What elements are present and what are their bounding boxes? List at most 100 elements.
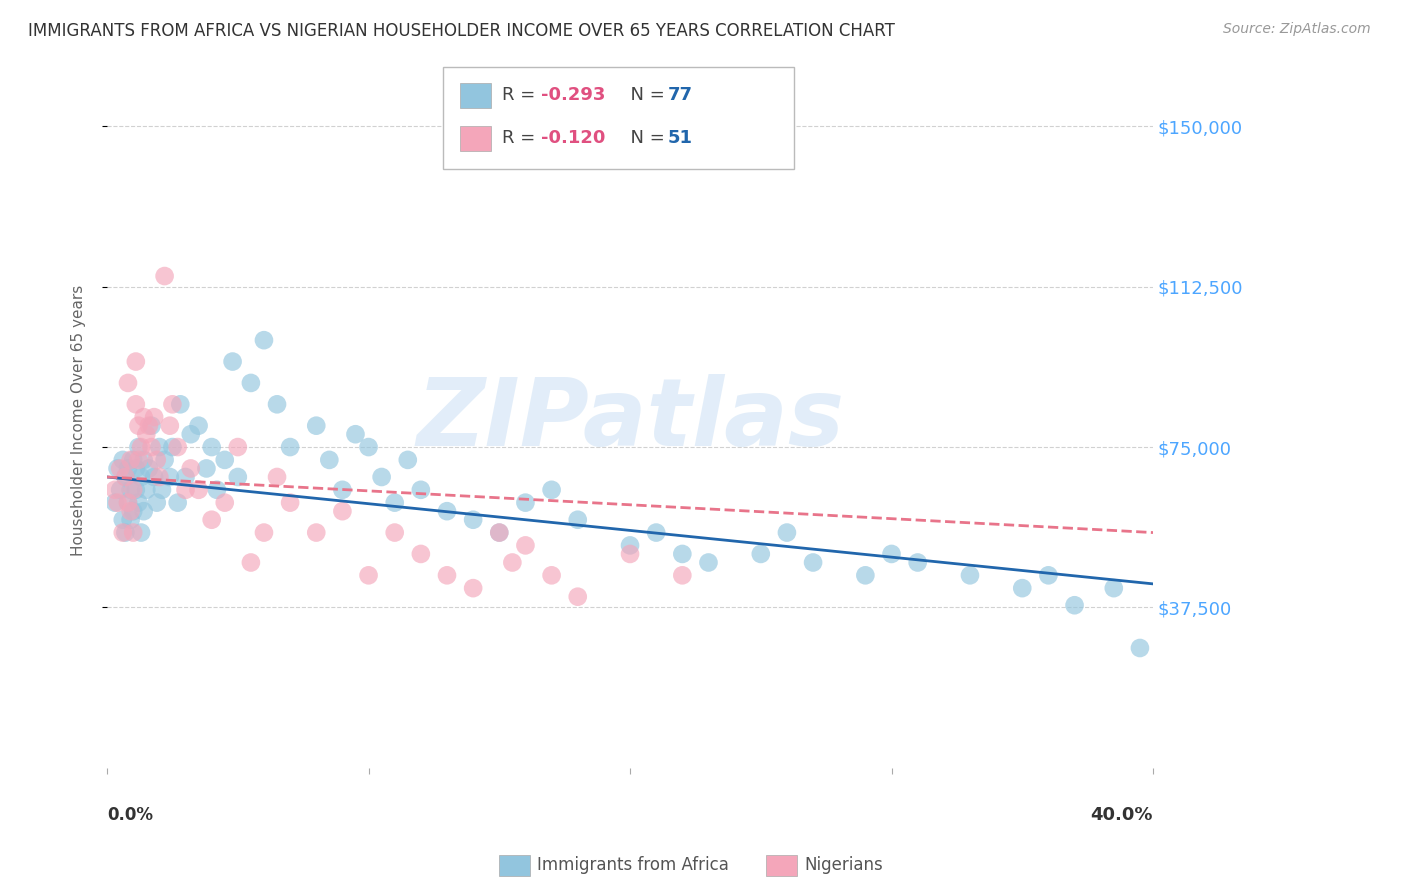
Point xyxy=(111,525,134,540)
Point xyxy=(357,568,380,582)
Point xyxy=(162,440,184,454)
Point xyxy=(127,495,149,509)
Point xyxy=(959,568,981,582)
Point xyxy=(344,427,367,442)
Point xyxy=(749,547,772,561)
Point xyxy=(436,568,458,582)
Point xyxy=(107,495,129,509)
Point xyxy=(239,376,262,390)
Point xyxy=(266,397,288,411)
Point xyxy=(180,461,202,475)
Point xyxy=(671,568,693,582)
Point xyxy=(488,525,510,540)
Point xyxy=(111,513,134,527)
Y-axis label: Householder Income Over 65 years: Householder Income Over 65 years xyxy=(72,285,86,556)
Point xyxy=(166,495,188,509)
Point xyxy=(278,495,301,509)
Point xyxy=(114,470,136,484)
Point xyxy=(501,556,523,570)
Point xyxy=(226,440,249,454)
Point xyxy=(567,590,589,604)
Text: N =: N = xyxy=(619,129,671,147)
Point xyxy=(205,483,228,497)
Point xyxy=(645,525,668,540)
Point xyxy=(488,525,510,540)
Point xyxy=(305,525,328,540)
Point xyxy=(169,397,191,411)
Point xyxy=(159,418,181,433)
Point xyxy=(1063,599,1085,613)
Point xyxy=(515,538,537,552)
Point xyxy=(278,440,301,454)
Point xyxy=(253,333,276,347)
Point xyxy=(129,525,152,540)
Point xyxy=(159,470,181,484)
Point xyxy=(114,470,136,484)
Point xyxy=(104,483,127,497)
Point xyxy=(409,483,432,497)
Point xyxy=(108,461,131,475)
Point xyxy=(135,483,157,497)
Point xyxy=(332,483,354,497)
Point xyxy=(266,470,288,484)
Point xyxy=(117,495,139,509)
Point xyxy=(117,376,139,390)
Point xyxy=(141,440,163,454)
Point xyxy=(153,268,176,283)
Point xyxy=(120,513,142,527)
Point xyxy=(125,461,148,475)
Text: IMMIGRANTS FROM AFRICA VS NIGERIAN HOUSEHOLDER INCOME OVER 65 YEARS CORRELATION : IMMIGRANTS FROM AFRICA VS NIGERIAN HOUSE… xyxy=(28,22,896,40)
Point xyxy=(122,453,145,467)
Point xyxy=(515,495,537,509)
Point xyxy=(187,418,209,433)
Point xyxy=(907,556,929,570)
Point xyxy=(880,547,903,561)
Point xyxy=(132,504,155,518)
Point xyxy=(1038,568,1060,582)
Point xyxy=(540,483,562,497)
Point xyxy=(132,453,155,467)
Point xyxy=(104,495,127,509)
Text: -0.293: -0.293 xyxy=(541,87,606,104)
Point xyxy=(619,547,641,561)
Point xyxy=(148,470,170,484)
Point xyxy=(195,461,218,475)
Point xyxy=(540,568,562,582)
Point xyxy=(221,354,243,368)
Point xyxy=(108,483,131,497)
Point xyxy=(107,461,129,475)
Point xyxy=(776,525,799,540)
Point xyxy=(125,483,148,497)
Point xyxy=(174,470,197,484)
Point xyxy=(305,418,328,433)
Point xyxy=(120,504,142,518)
Point xyxy=(166,440,188,454)
Point xyxy=(463,513,485,527)
Point xyxy=(853,568,876,582)
Text: 0.0%: 0.0% xyxy=(107,805,153,824)
Point xyxy=(201,513,224,527)
Point xyxy=(127,418,149,433)
Point xyxy=(396,453,419,467)
Point xyxy=(180,427,202,442)
Text: Immigrants from Africa: Immigrants from Africa xyxy=(537,856,728,874)
Point xyxy=(567,513,589,527)
Point xyxy=(239,556,262,570)
Point xyxy=(122,525,145,540)
Text: 40.0%: 40.0% xyxy=(1091,805,1153,824)
Point xyxy=(143,410,166,425)
Text: Source: ZipAtlas.com: Source: ZipAtlas.com xyxy=(1223,22,1371,37)
Point xyxy=(141,418,163,433)
Point xyxy=(619,538,641,552)
Point xyxy=(436,504,458,518)
Text: -0.120: -0.120 xyxy=(541,129,606,147)
Point xyxy=(318,453,340,467)
Point xyxy=(370,470,392,484)
Point xyxy=(384,525,406,540)
Point xyxy=(162,397,184,411)
Point xyxy=(253,525,276,540)
Point xyxy=(214,453,236,467)
Point xyxy=(187,483,209,497)
Text: R =: R = xyxy=(502,87,541,104)
Text: ZIPatlas: ZIPatlas xyxy=(416,375,844,467)
